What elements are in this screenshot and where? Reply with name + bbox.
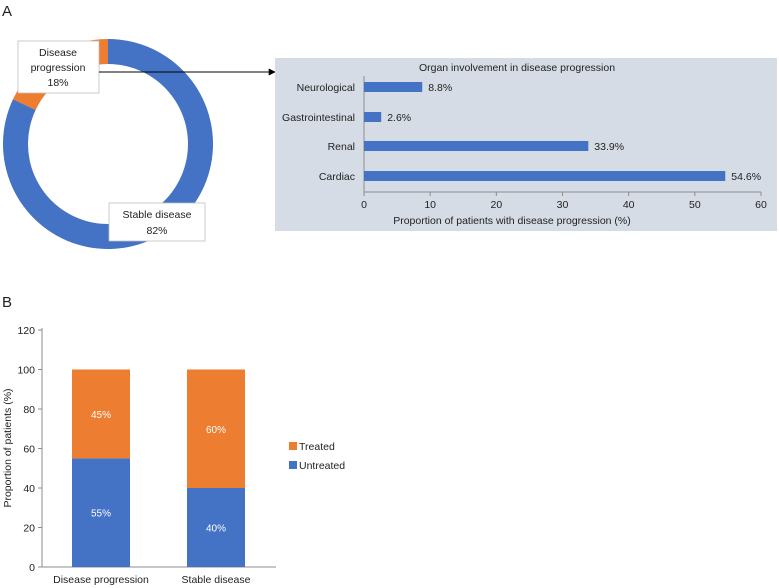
legend-label-untreated: Untreated [299,460,345,472]
treatment-chart-bar-treated [187,369,245,488]
donut-label-progression-line2: progression [31,62,86,74]
organ-chart-category-label: Renal [328,141,355,153]
treatment-chart-y-tick-label: 80 [23,404,35,416]
treatment-status-chart: Proportion of patients (%) Treated Untre… [2,325,345,586]
treatment-chart-category-label: Disease progression [53,574,149,586]
donut-label-stable: Stable disease 82% [108,202,206,242]
treatment-chart-bar-label: 60% [206,425,226,436]
donut-chart: Disease progression 18% Stable disease 8… [3,38,214,249]
organ-chart-value-label: 2.6% [387,112,411,124]
organ-chart-x-tick-label: 50 [689,199,701,211]
organ-chart-x-tick-label: 40 [623,199,635,211]
organ-chart-x-tick-label: 30 [557,199,569,211]
legend-swatch-treated [289,442,297,450]
organ-chart-xlabel: Proportion of patients with disease prog… [393,215,631,227]
treatment-chart-y-tick-label: 120 [17,325,35,337]
organ-chart-x-tick-label: 60 [755,199,767,211]
donut-label-progression: Disease progression 18% [17,40,100,94]
treatment-chart-y-tick-label: 100 [17,365,35,377]
organ-chart-title: Organ involvement in disease progression [419,62,615,74]
panel-a-letter: A [2,3,12,20]
treatment-chart-bar-untreated [187,488,245,567]
organ-involvement-chart: Organ involvement in disease progression… [275,58,777,231]
organ-chart-x-tick-label: 0 [361,199,367,211]
treatment-chart-y-tick-label: 60 [23,444,35,456]
treatment-chart-bar-label: 40% [206,524,226,535]
treatment-chart-y-tick-label: 20 [23,523,35,535]
organ-chart-bar [364,112,382,122]
treatment-chart-bar-treated [72,369,130,459]
organ-chart-value-label: 33.9% [594,141,624,153]
organ-chart-bar [364,82,423,92]
organ-chart-value-label: 8.8% [428,82,452,94]
legend-swatch-untreated [289,461,297,469]
organ-chart-category-label: Cardiac [319,171,355,183]
donut-label-progression-value: 18% [47,77,68,89]
donut-label-progression-line1: Disease [39,47,77,59]
treatment-chart-bar-label: 55% [91,509,111,520]
donut-label-stable-line1: Stable disease [123,209,192,221]
donut-label-stable-value: 82% [146,225,167,237]
treatment-chart-bar-untreated [72,458,130,567]
organ-chart-value-label: 54.6% [731,171,761,183]
organ-chart-category-label: Neurological [297,82,355,94]
organ-chart-x-tick-label: 20 [490,199,502,211]
organ-chart-bar [364,141,589,151]
treatment-chart-y-tick-label: 40 [23,483,35,495]
organ-chart-category-label: Gastrointestinal [282,112,355,124]
organ-chart-bar [364,171,726,181]
treatment-chart-category-label: Stable disease [182,574,251,586]
treatment-chart-ylabel: Proportion of patients (%) [2,388,14,507]
treatment-chart-y-tick-label: 0 [29,562,35,574]
legend: Treated Untreated [289,441,345,472]
legend-label-treated: Treated [299,441,335,453]
organ-chart-x-tick-label: 10 [424,199,436,211]
treatment-chart-bar-label: 45% [91,410,111,421]
panel-b-letter: B [2,294,12,311]
